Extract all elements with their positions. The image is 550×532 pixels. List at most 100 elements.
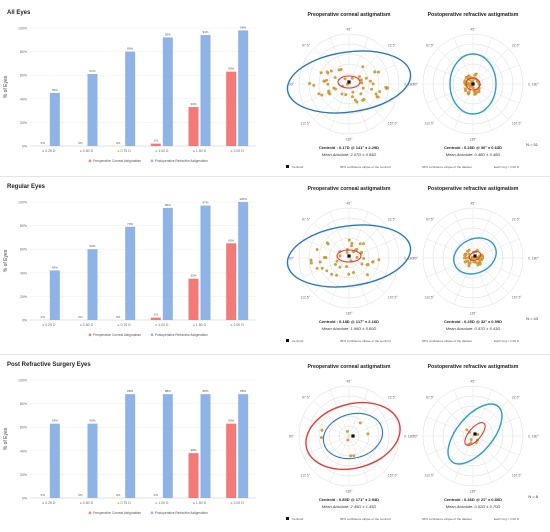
polar-plot-pre-all: Preoperative corneal astigmatism 45° 22.5°… bbox=[286, 12, 415, 169]
bar-value-label: 0% bbox=[78, 141, 83, 145]
y-axis-label: % of Eyes bbox=[3, 75, 9, 98]
polar-data-point bbox=[471, 86, 475, 90]
polar-data-point bbox=[330, 272, 334, 276]
bar-value-label: 94% bbox=[202, 30, 208, 34]
y-tick-label: 20% bbox=[20, 121, 27, 125]
centroid-marker bbox=[347, 80, 351, 84]
y-tick-label: 20% bbox=[20, 473, 27, 477]
legend-marker bbox=[150, 333, 154, 337]
polar-angle-label: 0, 180° bbox=[404, 257, 415, 261]
polar-data-point bbox=[358, 421, 362, 425]
polar-data-point bbox=[309, 261, 313, 265]
bar bbox=[162, 37, 173, 146]
polar-data-point bbox=[312, 83, 316, 87]
polar-angle-label: 0, 180° bbox=[404, 435, 415, 439]
bar bbox=[162, 394, 173, 498]
legend-ring-label: Each ring = 1.00 D bbox=[494, 339, 520, 343]
x-tick-label: ≤ 0.25 D bbox=[42, 323, 56, 327]
polar-data-point bbox=[345, 265, 348, 269]
polar-data-point bbox=[360, 262, 364, 266]
polar-title: Postoperative refractive astigmatism bbox=[428, 364, 519, 370]
polar-data-point bbox=[350, 95, 354, 99]
polar-data-point bbox=[309, 258, 313, 262]
polar-data-point bbox=[366, 273, 369, 277]
polar-data-point bbox=[365, 263, 369, 267]
bar-value-label: 98% bbox=[240, 25, 246, 29]
bar-value-label: 33% bbox=[190, 102, 196, 106]
polar-data-point bbox=[469, 438, 473, 442]
polar-data-point bbox=[463, 260, 467, 264]
polar-data-point bbox=[351, 90, 355, 94]
polar-data-point bbox=[329, 69, 333, 73]
polar-data-point bbox=[377, 258, 381, 262]
y-tick-label: 40% bbox=[20, 449, 27, 453]
polar-data-point bbox=[369, 79, 372, 83]
centroid-text: Centroid : 0.46D @ 21° ± 0.80D bbox=[444, 497, 502, 502]
polar-angle-label: 45° bbox=[470, 380, 476, 384]
polar-angle-label: 22.5° bbox=[388, 44, 397, 48]
dataset-confidence-ellipse bbox=[447, 403, 503, 465]
mean-absolute-text: Mean Absolute: 2.07D ± 0.95D bbox=[322, 152, 377, 157]
polar-data-point bbox=[320, 93, 324, 97]
mean-absolute-text: Mean Absolute: 0.48D ± 0.48D bbox=[446, 152, 501, 157]
polar-data-point bbox=[371, 260, 375, 264]
bar-value-label: 2% bbox=[154, 139, 159, 143]
bar bbox=[238, 394, 249, 498]
dataset-confidence-ellipse bbox=[449, 53, 497, 115]
polar-data-point bbox=[358, 242, 362, 246]
bar bbox=[238, 202, 249, 320]
polar-angle-label: 67.5° bbox=[302, 44, 311, 48]
polar-angle-label: 157.5° bbox=[388, 295, 398, 299]
polar-angle-label: 157.5° bbox=[388, 473, 398, 477]
polar-angle-label: 45° bbox=[346, 202, 352, 206]
bar-chart-post-refractive: % of Eyes 0% 20% 40% 60% 80% 100% 0% 63% ≤ 0.25 D… bbox=[3, 379, 256, 515]
legend-marker bbox=[150, 511, 154, 515]
polar-data-point bbox=[325, 70, 329, 74]
polar-data-point bbox=[376, 70, 380, 74]
x-tick-label: ≤ 0.75 D bbox=[118, 149, 132, 153]
legend-ci-centroid-label: 95% confidence ellipse of the centroid bbox=[340, 339, 391, 343]
polar-angle-label: 90° bbox=[413, 83, 419, 87]
polar-angle-label: 112.5° bbox=[425, 473, 435, 477]
bar-value-label: 97% bbox=[202, 201, 208, 205]
centroid-confidence-ellipse bbox=[465, 77, 481, 91]
legend-label: Preoperative Corneal Astigmatism bbox=[93, 159, 142, 163]
polar-title: Preoperative corneal astigmatism bbox=[307, 186, 390, 192]
row-separator bbox=[0, 176, 550, 177]
polar-data-point bbox=[373, 70, 377, 74]
polar-data-point bbox=[308, 82, 311, 85]
polar-angle-label: 157.5° bbox=[512, 473, 522, 477]
centroid-text: Centroid : 0.18D @ 117° ± 2.16D bbox=[319, 319, 379, 324]
polar-data-point bbox=[319, 71, 323, 75]
x-tick-label: ≤ 0.50 D bbox=[80, 323, 94, 327]
polar-angle-label: 135° bbox=[469, 138, 477, 142]
polar-data-point bbox=[345, 82, 349, 86]
bar bbox=[188, 107, 199, 146]
x-tick-label: ≤ 2.00 D bbox=[231, 149, 245, 153]
polar-angle-label: 67.5° bbox=[302, 218, 311, 222]
bar-value-label: 42% bbox=[52, 265, 58, 269]
polar-data-point bbox=[318, 260, 322, 264]
polar-data-point bbox=[335, 259, 339, 263]
polar-data-point bbox=[360, 81, 364, 85]
y-tick-label: 40% bbox=[20, 97, 27, 101]
polar-spoke bbox=[302, 64, 396, 104]
legend-centroid-label: Centroid bbox=[292, 339, 304, 343]
legend-marker bbox=[88, 511, 92, 515]
polar-data-point bbox=[378, 90, 382, 94]
legend-ci-centroid-label: 95% confidence ellipse of the centroid bbox=[340, 165, 391, 169]
legend-ci-dataset-label: 95% confidence ellipse of the dataset bbox=[422, 517, 472, 521]
bar bbox=[200, 205, 211, 320]
bar-value-label: 88% bbox=[202, 389, 208, 393]
dataset-confidence-ellipse bbox=[286, 224, 412, 288]
polar-data-point bbox=[325, 269, 329, 273]
dataset-confidence-ellipse bbox=[453, 237, 497, 275]
polar-angle-label: 157.5° bbox=[388, 121, 398, 125]
polar-data-point bbox=[371, 82, 375, 86]
polar-plot-post-postref: Postoperative refractive astigmatism 45° 2… bbox=[413, 364, 540, 521]
bar bbox=[87, 74, 98, 146]
centroid-confidence-ellipse bbox=[322, 412, 384, 460]
polar-data-point bbox=[322, 256, 326, 259]
bar-value-label: 80% bbox=[127, 47, 133, 51]
polar-plot-post-regular: Postoperative refractive astigmatism 45° 2… bbox=[413, 186, 540, 343]
